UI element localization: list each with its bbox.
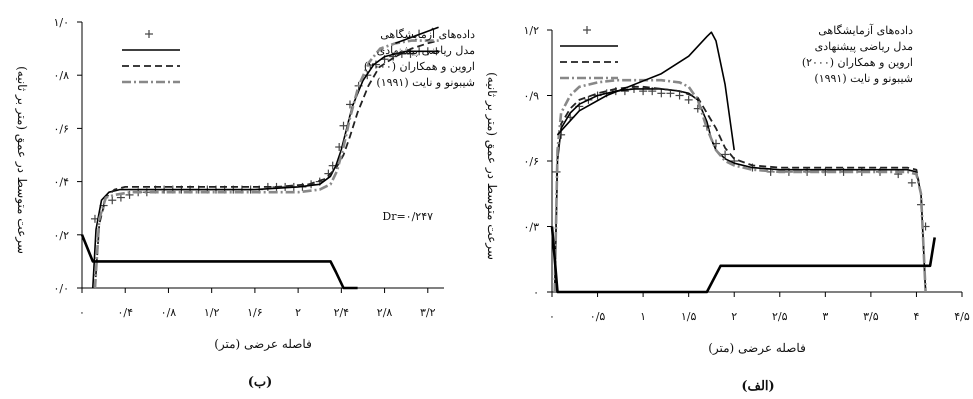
- p0-series-line-4: [80, 234, 358, 290]
- p1-legend-label: شیبونو و نایت (۱۹۹۱): [814, 72, 913, 85]
- p1-y-tick-label: ۰/۹: [523, 90, 539, 103]
- p0-y-tick-label: ۰/۴: [53, 176, 69, 189]
- p1-y-tick-label: ۰/۳: [523, 221, 539, 234]
- p0-data-point: [108, 196, 117, 205]
- p1-series-line-5: [550, 226, 936, 294]
- p1-panel-label: (الف): [741, 379, 774, 394]
- p1-legend-marker: [583, 26, 591, 34]
- p0-x-tick-label: ۰/۸: [161, 306, 177, 319]
- p0-x-tick-label: ۲: [295, 306, 301, 319]
- p1-x-tick-label: ۱: [640, 310, 646, 323]
- p0-x-tick-label: ۳/۲: [420, 306, 436, 319]
- p1-x-tick-label: ۴: [913, 310, 919, 323]
- p1-data-point: [684, 95, 693, 104]
- p1-legend-label: اروین و همکاران (۲۰۰۰): [802, 56, 913, 69]
- p0-x-tick-label: ۱/۶: [247, 306, 263, 319]
- p0-series-line-3: [93, 39, 439, 289]
- p0-x-tick-label: ۲/۸: [377, 306, 393, 319]
- p1-x-tick-label: ۳/۵: [863, 310, 879, 323]
- p1-data-point: [675, 91, 684, 100]
- p0-legend-label: اروین و همکاران (۲۰۰۰): [364, 60, 475, 73]
- p1-legend-label: داده‌های آزمایشگاهی: [818, 24, 913, 37]
- p0-series-line-5: [395, 26, 439, 45]
- p1-y-axis-label: سرعت متوسط در عمق (متر بر ثانیه): [485, 72, 499, 260]
- p0-series-line-1: [92, 50, 439, 289]
- p1-x-tick-label: ۰: [549, 310, 555, 323]
- p0-x-tick-label: ۱/۲: [204, 306, 220, 319]
- p1-series-line-1: [553, 88, 927, 293]
- p1-x-axis-label: فاصله عرضی (متر): [708, 341, 806, 355]
- p0-data-point: [339, 121, 348, 130]
- p0-annotation: Dr=۰/۲۴۷: [382, 210, 433, 223]
- p1-series-line-4: [556, 31, 735, 151]
- p0-x-tick-label: ۰/۴: [117, 306, 133, 319]
- p1-data-point: [907, 178, 916, 187]
- p0-y-tick-label: ۰/۲: [53, 229, 69, 242]
- p1-data-point: [721, 150, 730, 159]
- p0-y-tick-label: ۰/۰: [53, 282, 69, 295]
- p0-legend-label: شیبونو و نایت (۱۹۹۱): [376, 76, 475, 89]
- p0-panel-label: (ب): [248, 375, 273, 390]
- p1-series-line-2: [553, 85, 927, 293]
- p0-legend-label: مدل ریاضی پیشنهادی: [377, 44, 475, 57]
- p0-x-tick-label: ۲/۴: [334, 306, 350, 319]
- p1-series-line-3: [553, 78, 927, 293]
- p0-y-tick-label: ۰/۸: [53, 69, 69, 82]
- p1-x-tick-label: ۰/۵: [590, 310, 606, 323]
- p0-legend-marker: [145, 30, 153, 38]
- p1-y-tick-label: ۱/۲: [523, 24, 539, 37]
- p0-x-tick-label: ۰: [79, 306, 85, 319]
- p1-x-tick-label: ۱/۵: [681, 310, 697, 323]
- p0-y-tick-label: ۰/۶: [53, 122, 69, 135]
- p1-x-tick-label: ۲: [731, 310, 737, 323]
- p0-y-axis-label: سرعت متوسط در عمق (متر بر ثانیه): [15, 66, 29, 254]
- p1-legend-label: مدل ریاضی پیشنهادی: [815, 40, 913, 53]
- p0-legend-label: داده‌های آزمایشگاهی: [380, 28, 475, 41]
- p1-y-tick-label: ۰/۶: [523, 155, 539, 168]
- p1-data-point: [657, 89, 666, 98]
- p1-y-tick-label: ۰: [533, 286, 539, 299]
- p1-x-tick-label: ۳: [822, 310, 828, 323]
- p0-x-axis-label: فاصله عرضی (متر): [214, 337, 312, 351]
- p0-y-tick-label: ۱/۰: [53, 16, 69, 29]
- p0-series-line-2: [94, 39, 439, 289]
- p1-x-tick-label: ۴/۵: [954, 310, 970, 323]
- p1-x-tick-label: ۲/۵: [772, 310, 788, 323]
